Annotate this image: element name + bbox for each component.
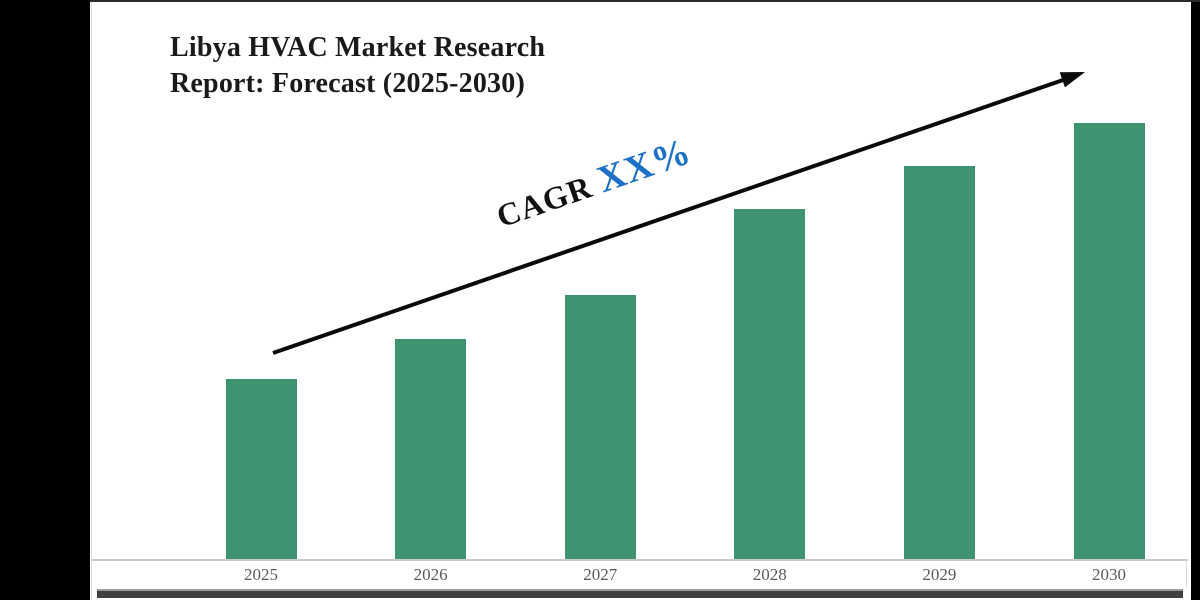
- left-band-divider: [91, 0, 92, 600]
- x-axis-line: [92, 559, 1188, 561]
- x-tick-label-2025: 2025: [244, 565, 278, 584]
- x-tick-label-2026: 2026: [413, 565, 448, 584]
- x-tick-label-2030: 2030: [1092, 565, 1126, 584]
- cagr-annotation: CAGR XX%: [490, 128, 697, 238]
- bottom-divider-bar: [97, 589, 1183, 598]
- arrowhead-icon: [1059, 72, 1085, 88]
- x-tick-label-2029: 2029: [922, 565, 957, 584]
- x-tick-label-2027: 2027: [583, 565, 618, 584]
- left-black-band: [0, 0, 90, 600]
- bar-2028: [734, 209, 806, 560]
- bar-2029: [903, 166, 975, 560]
- chart-title: Libya HVAC Market Research Report: Forec…: [170, 30, 545, 102]
- chart-title-line2: Report: Forecast (2025-2030): [170, 68, 525, 99]
- bar-2025: [225, 379, 297, 560]
- cagr-label: CAGR: [491, 168, 597, 235]
- bar-2027: [564, 295, 636, 560]
- x-tick-label-2028: 2028: [752, 565, 787, 584]
- bar-2026: [395, 339, 467, 560]
- cagr-value: XX%: [592, 130, 697, 202]
- bar-2030: [1073, 123, 1145, 560]
- right-black-band: [1191, 0, 1200, 600]
- top-border-line: [90, 0, 1200, 2]
- axis-right-divider: [1186, 559, 1187, 588]
- chart-title-line1: Libya HVAC Market Research: [170, 32, 546, 63]
